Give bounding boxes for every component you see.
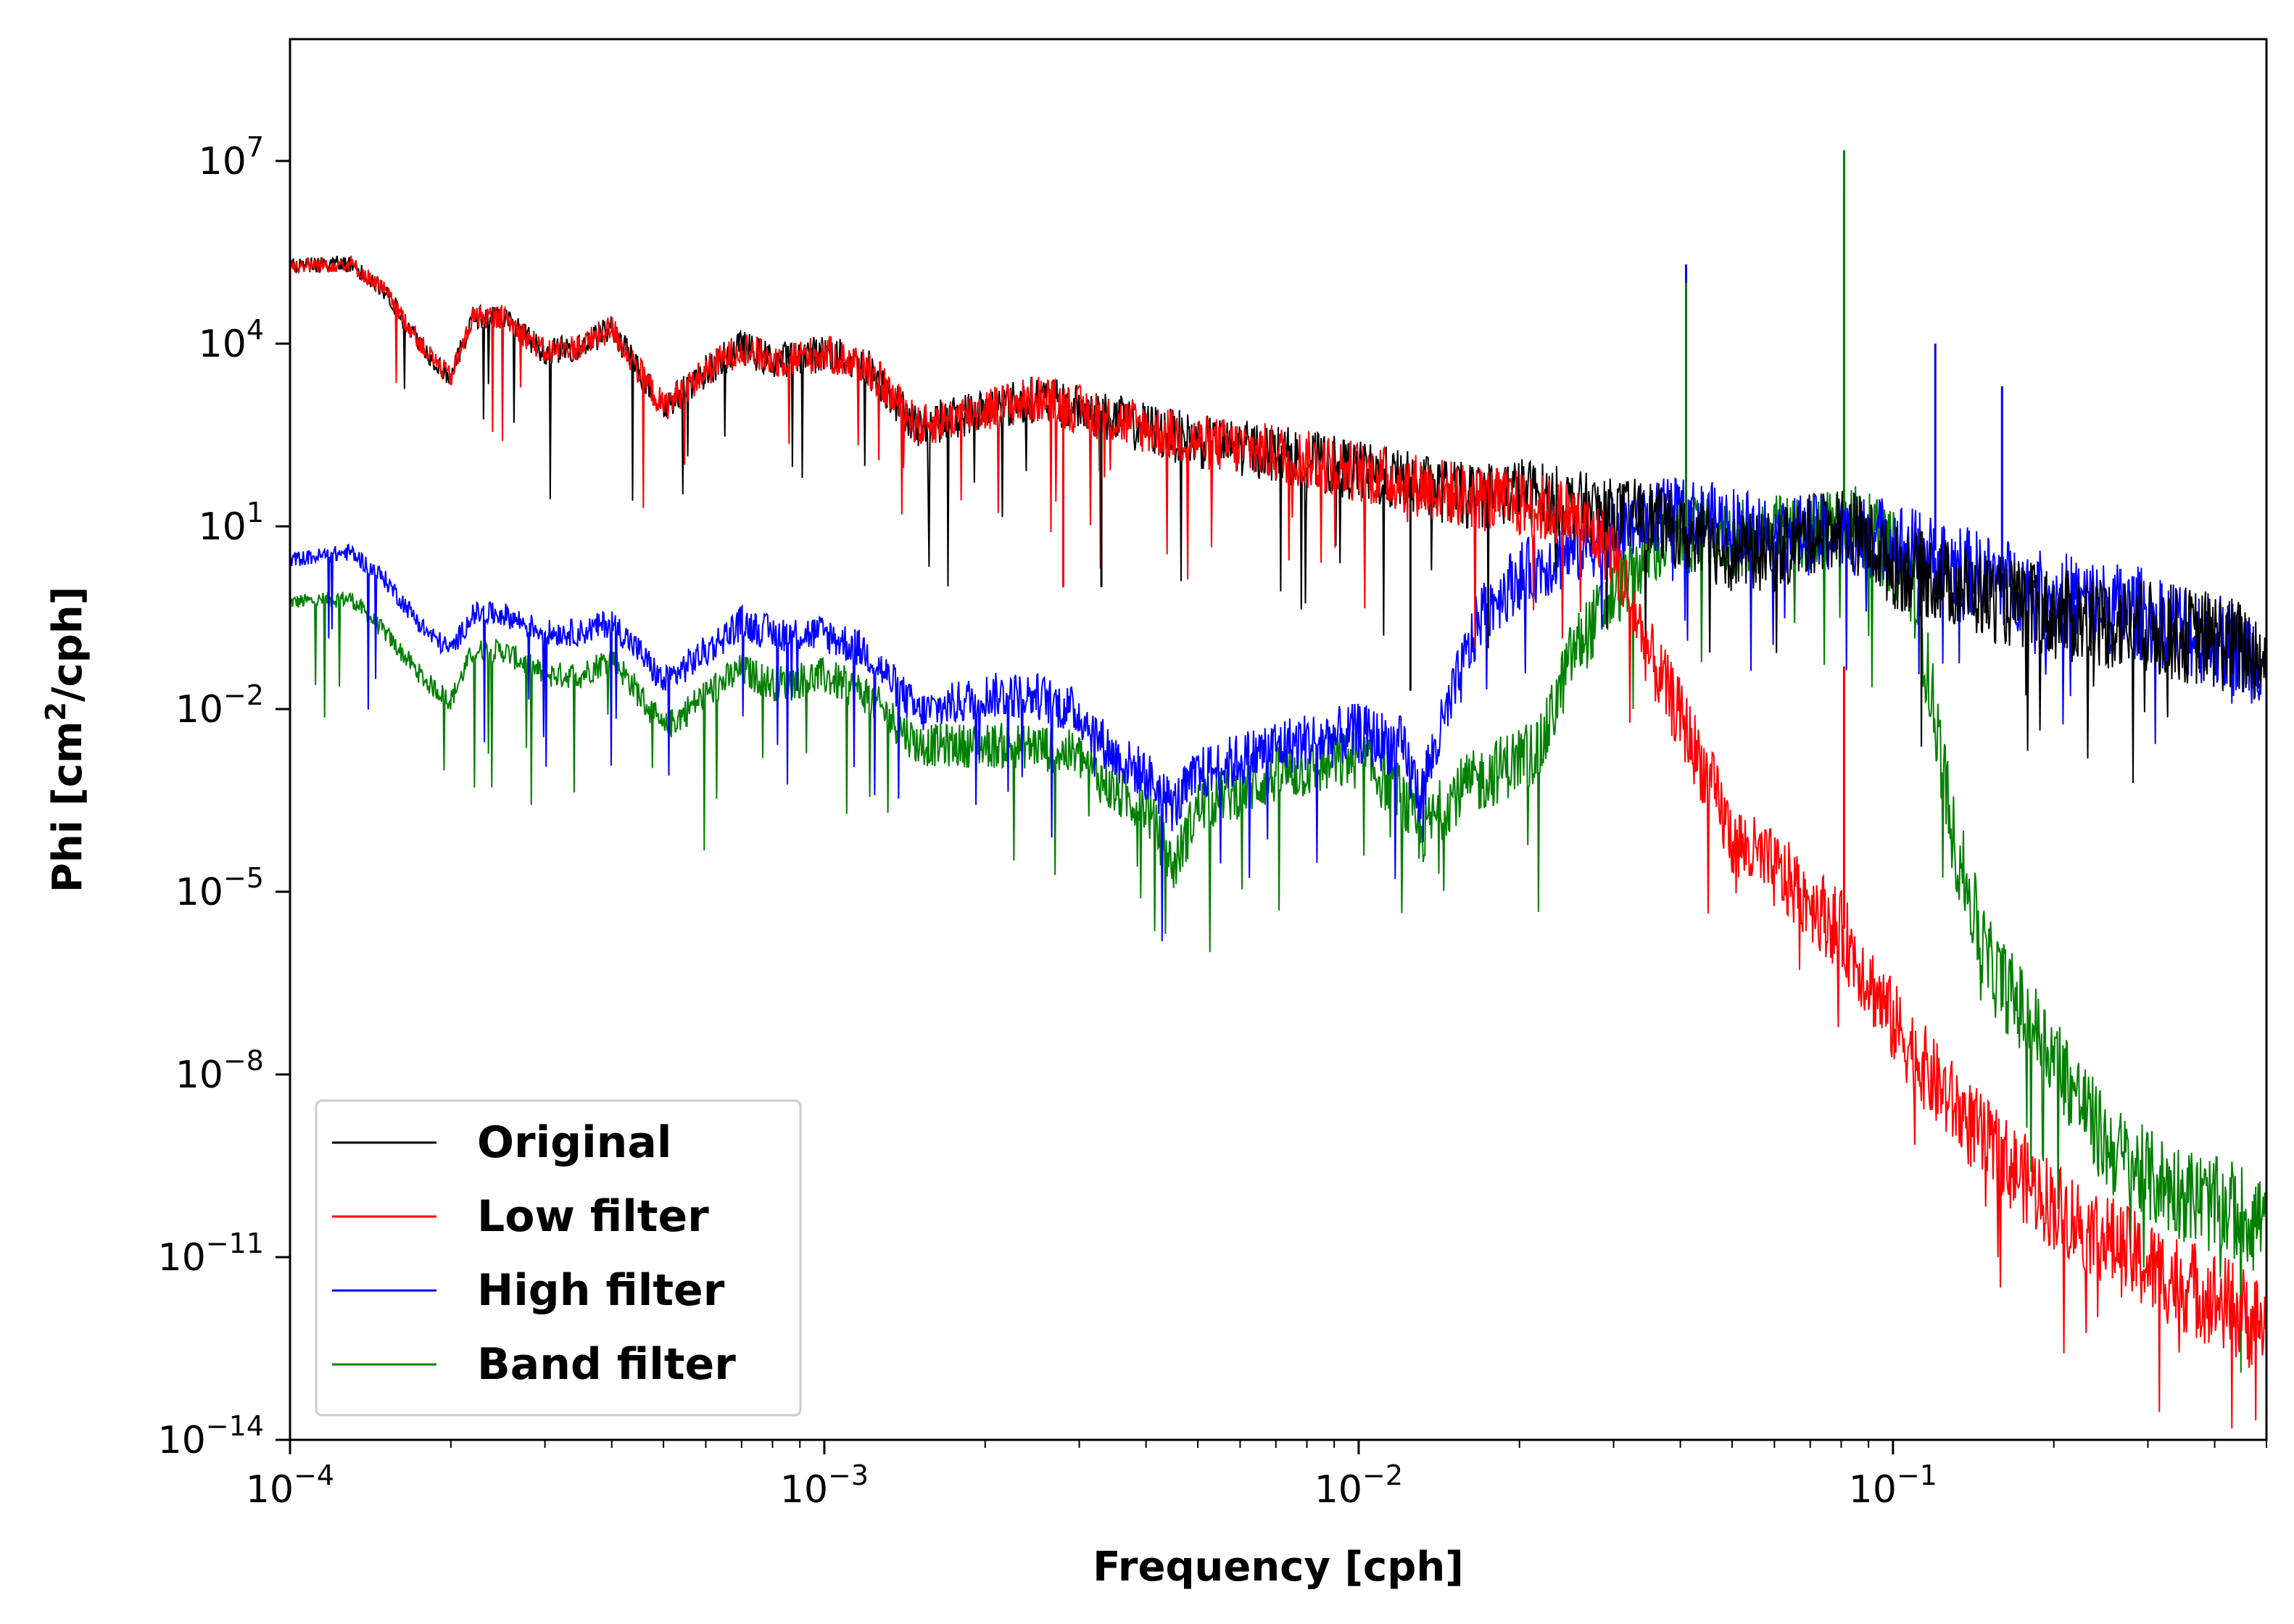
- x-tick-label: 10−3: [780, 1459, 869, 1512]
- legend: Original Low filter High filter Band fil…: [315, 1099, 802, 1417]
- y-tick-label: 107: [199, 131, 264, 183]
- y-tick-label: 10−14: [158, 1410, 264, 1462]
- y-axis: 107 104 101 10−2 10−5 10−8 10−11 10−14: [158, 131, 290, 1462]
- x-axis: 10−4 10−3 10−2 10−1: [246, 1440, 2267, 1512]
- legend-label-high-filter: High filter: [477, 1265, 725, 1316]
- series-line-band-filter: [290, 486, 2266, 1373]
- y-tick-label: 101: [199, 497, 264, 549]
- y-axis-title-superscript: 2: [40, 702, 72, 721]
- y-tick-label: 104: [199, 314, 264, 366]
- legend-label-band-filter: Band filter: [477, 1339, 736, 1390]
- series-layer: [290, 150, 2266, 1429]
- x-tick-label: 10−2: [1314, 1459, 1403, 1512]
- y-tick-label: 10−5: [175, 862, 264, 914]
- legend-label-original: Original: [477, 1117, 671, 1168]
- y-axis-title: Phi [cm2/cph]: [40, 587, 91, 892]
- plot-frame: [289, 38, 2268, 1441]
- series-line-low-filter: [290, 255, 2266, 1429]
- y-tick-label: 10−2: [175, 679, 264, 732]
- legend-box: [315, 1099, 802, 1417]
- legend-label-low-filter: Low filter: [477, 1191, 709, 1242]
- x-tick-label: 10−1: [1849, 1459, 1937, 1512]
- x-axis-title: Frequency [cph]: [1093, 1544, 1464, 1591]
- y-tick-label: 10−8: [175, 1045, 264, 1097]
- x-tick-label: 10−4: [246, 1459, 334, 1512]
- y-tick-label: 10−11: [158, 1227, 264, 1280]
